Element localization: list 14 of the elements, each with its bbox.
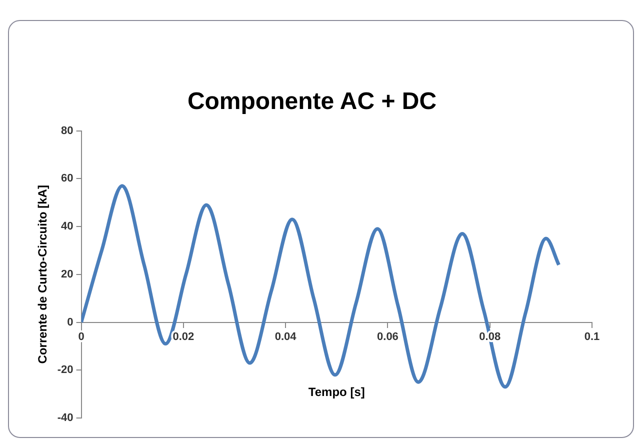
- y-axis-title: Corrente de Curto-Circuito [kA]: [36, 185, 50, 364]
- x-tick-label: 0.02: [172, 330, 194, 343]
- y-tick-label: -20: [57, 364, 74, 376]
- y-tick-label: 80: [61, 124, 74, 137]
- x-tick-label: 0.1: [584, 330, 600, 343]
- chart-title: Componente AC + DC: [187, 88, 437, 116]
- y-tick-label: 40: [61, 220, 74, 233]
- y-tick-label: -40: [57, 412, 74, 424]
- y-tick-label: 60: [61, 172, 74, 185]
- y-tick-label: 0: [67, 316, 74, 328]
- y-tick-label: 20: [61, 268, 74, 280]
- x-tick-label: 0.06: [377, 330, 398, 343]
- x-tick-label: 0.04: [274, 330, 298, 343]
- x-axis-title: Tempo [s]: [308, 384, 365, 399]
